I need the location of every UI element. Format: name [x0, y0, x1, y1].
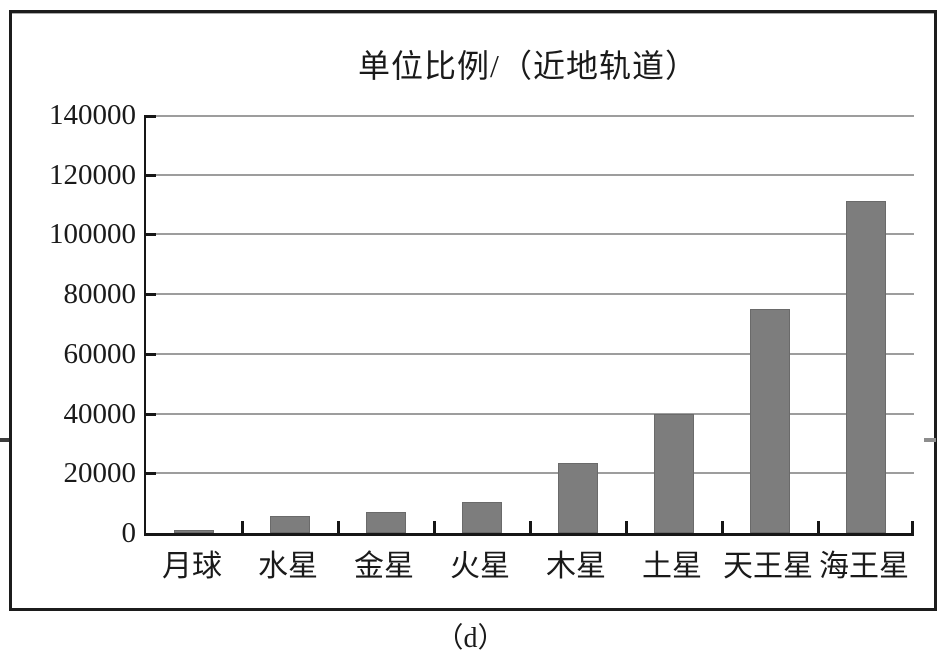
- y-tick-label: 0: [121, 517, 137, 549]
- scan-artifact-left-mark: [0, 438, 9, 442]
- gridline-20000: [146, 472, 914, 474]
- y-tick-label: 60000: [63, 337, 137, 370]
- x-axis-tick-3: [433, 521, 436, 533]
- gridline-40000: [146, 413, 914, 415]
- x-axis-tick-5: [625, 521, 628, 533]
- x-tick-label: 土星: [642, 550, 702, 583]
- x-axis-tick-4: [529, 521, 532, 533]
- gridline-140000: [146, 115, 914, 117]
- y-axis-tick-140000: [146, 115, 156, 118]
- plot-area: [144, 115, 914, 536]
- x-tick-label: 月球: [162, 550, 222, 583]
- x-tick-label: 海王星: [819, 550, 909, 583]
- chart-title: 单位比例/（近地轨道）: [358, 48, 698, 84]
- y-tick-label: 80000: [63, 278, 137, 311]
- x-tick-label: 木星: [546, 550, 606, 583]
- x-tick-label: 金星: [354, 550, 414, 583]
- gridline-60000: [146, 353, 914, 355]
- y-axis-tick-120000: [146, 174, 156, 177]
- y-tick-label: 100000: [49, 218, 136, 251]
- y-tick-label: 20000: [63, 457, 137, 490]
- gridline-120000: [146, 174, 914, 176]
- x-axis-tick-7: [817, 521, 820, 533]
- x-axis-tick-1: [241, 521, 244, 533]
- figure-caption: （d）: [435, 623, 506, 654]
- y-axis-tick-60000: [146, 353, 156, 356]
- bar-金星: [366, 512, 406, 533]
- bar-水星: [270, 516, 310, 533]
- bar-海王星: [846, 201, 886, 533]
- y-axis-tick-80000: [146, 293, 156, 296]
- x-axis-tick-2: [337, 521, 340, 533]
- gridline-100000: [146, 233, 914, 235]
- x-axis-labels: 月球 水星 金星 火星 木星 土星 天王星 海王星: [144, 548, 912, 590]
- y-axis-tick-20000: [146, 472, 156, 475]
- y-tick-label: 40000: [63, 397, 137, 430]
- gridline-80000: [146, 293, 914, 295]
- y-tick-label: 140000: [49, 99, 136, 131]
- figure-box: 单位比例/（近地轨道） 0 20000 40000 60000 80000 100000 1…: [9, 10, 937, 611]
- y-axis-tick-40000: [146, 413, 156, 416]
- x-tick-label: 天王星: [723, 550, 813, 583]
- bar-木星: [558, 463, 598, 533]
- x-tick-label: 火星: [450, 550, 510, 583]
- bar-月球: [174, 530, 214, 533]
- bar-天王星: [750, 309, 790, 533]
- y-tick-label: 120000: [49, 158, 136, 191]
- y-axis-tick-100000: [146, 233, 156, 236]
- x-axis-tick-6: [721, 521, 724, 533]
- x-axis-tick-8: [911, 521, 914, 533]
- bar-火星: [462, 502, 502, 533]
- x-tick-label: 水星: [258, 550, 318, 583]
- scan-artifact-right-mark: [924, 438, 936, 442]
- bar-土星: [654, 414, 694, 533]
